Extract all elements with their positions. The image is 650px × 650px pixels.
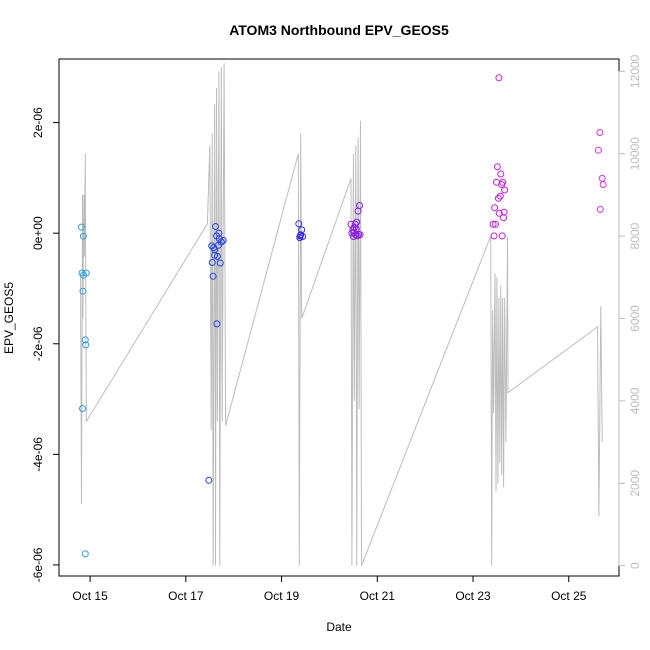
- data-point: [82, 269, 90, 277]
- right-y-tick-label: 4000: [628, 387, 642, 414]
- altitude-line-layer: [80, 63, 603, 566]
- data-point: [491, 204, 499, 212]
- right-y-tick-label: 8000: [628, 222, 642, 249]
- data-point: [82, 341, 90, 349]
- y-tick-label: 2e-06: [31, 107, 45, 138]
- data-point: [212, 223, 219, 230]
- data-point: [353, 218, 361, 226]
- data-point: [356, 202, 364, 209]
- data-point: [599, 181, 607, 188]
- right-y-axis: 0 2000 4000 6000 8000 10000 12000: [618, 54, 642, 569]
- right-y-tick-label: 6000: [628, 305, 642, 332]
- data-point: [79, 287, 87, 295]
- x-axis: Oct 15 Oct 17 Oct 19 Oct 21 Oct 23 Oct 25: [72, 575, 587, 603]
- x-tick-label: Oct 15: [72, 589, 108, 603]
- data-point: [81, 336, 89, 344]
- y-tick-label: -2e-06: [31, 326, 45, 361]
- data-point: [497, 170, 505, 178]
- y-tick-label: -6e-06: [31, 547, 45, 582]
- data-point: [211, 251, 219, 259]
- data-point: [215, 229, 223, 237]
- y-axis: -6e-06 -4e-06 -2e-06 0e+00 2e-06: [31, 107, 60, 582]
- data-point: [78, 223, 85, 231]
- data-point: [216, 259, 224, 267]
- x-axis-label: Date: [326, 620, 352, 634]
- data-point: [499, 178, 507, 186]
- data-point: [81, 550, 89, 558]
- data-point: [356, 231, 364, 239]
- data-point: [213, 320, 221, 328]
- data-point: [596, 129, 604, 136]
- x-tick-label: Oct 17: [168, 589, 204, 603]
- data-point: [217, 238, 225, 246]
- right-y-tick-label: 10000: [628, 137, 642, 171]
- x-tick-label: Oct 21: [360, 589, 396, 603]
- x-tick-label: Oct 25: [551, 589, 587, 603]
- data-point: [493, 163, 501, 171]
- data-point: [494, 194, 502, 202]
- x-tick-label: Oct 19: [264, 589, 300, 603]
- data-point: [594, 146, 602, 154]
- data-point: [495, 74, 503, 82]
- data-point: [208, 259, 216, 266]
- data-point: [79, 232, 87, 240]
- data-point: [205, 476, 213, 484]
- data-points-layer: [78, 74, 607, 558]
- right-y-tick-label: 2000: [628, 470, 642, 497]
- data-point: [492, 220, 499, 228]
- data-point: [496, 192, 504, 200]
- data-point: [295, 220, 303, 228]
- x-tick-label: Oct 23: [455, 589, 491, 603]
- data-point: [501, 186, 509, 194]
- data-point: [498, 232, 506, 240]
- data-point: [489, 220, 497, 228]
- y-tick-label: -4e-06: [31, 437, 45, 472]
- data-point: [495, 209, 503, 217]
- data-point: [209, 272, 217, 280]
- data-point: [350, 229, 358, 237]
- data-point: [219, 236, 227, 244]
- data-point: [352, 225, 360, 233]
- data-point: [596, 205, 604, 213]
- chart-title: ATOM3 Northbound EPV_GEOS5: [229, 22, 449, 38]
- y-tick-label: 0e+00: [31, 216, 45, 250]
- data-point: [79, 405, 86, 412]
- right-y-tick-label: 12000: [628, 54, 642, 88]
- data-point: [296, 232, 304, 240]
- data-point: [490, 232, 498, 240]
- altitude-line: [80, 63, 603, 566]
- data-point: [500, 208, 508, 216]
- right-y-tick-label: 0: [628, 562, 642, 569]
- y-axis-label: EPV_GEOS5: [2, 282, 16, 354]
